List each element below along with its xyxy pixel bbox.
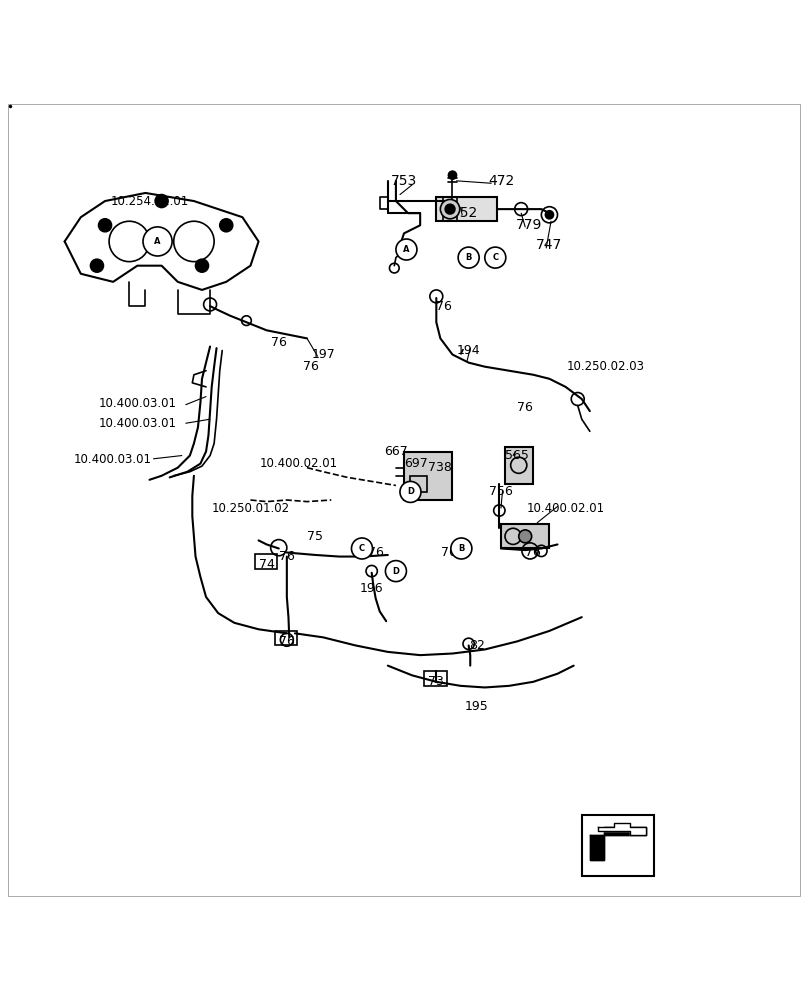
Text: 76: 76: [368, 546, 384, 559]
Text: 752: 752: [452, 206, 478, 220]
Text: C: C: [492, 253, 499, 262]
Circle shape: [519, 530, 532, 543]
Text: 779: 779: [516, 218, 542, 232]
Text: 76: 76: [303, 360, 319, 373]
Circle shape: [485, 247, 506, 268]
Text: 10.400.02.01: 10.400.02.01: [260, 457, 338, 470]
Text: 697: 697: [404, 457, 428, 470]
Text: 565: 565: [505, 449, 529, 462]
Text: 197: 197: [311, 348, 335, 361]
Text: 10.254.01.01: 10.254.01.01: [111, 195, 188, 208]
Text: B: B: [458, 544, 465, 553]
Text: 10.400.02.01: 10.400.02.01: [527, 502, 604, 515]
Circle shape: [220, 219, 233, 232]
Bar: [501, 524, 549, 548]
Circle shape: [458, 247, 479, 268]
Text: 76: 76: [271, 336, 287, 349]
Text: 82: 82: [469, 639, 485, 652]
Text: 196: 196: [360, 582, 384, 595]
Text: 76: 76: [440, 546, 457, 559]
Text: C: C: [359, 544, 365, 553]
Text: 76: 76: [279, 635, 295, 648]
Polygon shape: [590, 827, 646, 860]
Bar: [505, 447, 533, 484]
Text: 667: 667: [384, 445, 408, 458]
Bar: [582, 815, 654, 876]
Text: 73: 73: [428, 675, 444, 688]
Circle shape: [440, 199, 460, 219]
Circle shape: [155, 195, 168, 208]
Circle shape: [385, 561, 406, 582]
Bar: [424, 671, 447, 686]
Text: 756: 756: [489, 485, 513, 498]
Text: 74: 74: [259, 558, 275, 571]
Text: 747: 747: [537, 238, 562, 252]
Text: A: A: [403, 245, 410, 254]
Text: A: A: [154, 237, 161, 246]
Text: D: D: [393, 567, 399, 576]
Text: 472: 472: [488, 174, 514, 188]
Circle shape: [545, 211, 553, 219]
Text: 76: 76: [517, 401, 533, 414]
Text: 194: 194: [457, 344, 481, 357]
Text: 76: 76: [525, 546, 541, 559]
Circle shape: [451, 538, 472, 559]
Text: 75: 75: [307, 530, 323, 543]
Circle shape: [400, 481, 421, 502]
Circle shape: [196, 259, 208, 272]
Circle shape: [143, 227, 172, 256]
Text: 10.400.03.01: 10.400.03.01: [99, 417, 176, 430]
Bar: [404, 452, 452, 500]
Text: D: D: [407, 487, 414, 496]
Circle shape: [99, 219, 112, 232]
Bar: [255, 554, 277, 569]
Text: 76: 76: [436, 300, 452, 313]
Circle shape: [445, 204, 455, 214]
Bar: [410, 476, 427, 492]
Text: B: B: [465, 253, 472, 262]
Bar: [275, 631, 297, 645]
Text: 76: 76: [279, 550, 295, 563]
Text: 10.250.01.02: 10.250.01.02: [212, 502, 289, 515]
Circle shape: [396, 239, 417, 260]
Text: 10.400.03.01: 10.400.03.01: [99, 397, 176, 410]
Bar: [436, 197, 497, 221]
Circle shape: [351, 538, 372, 559]
Circle shape: [448, 171, 457, 179]
Circle shape: [90, 259, 103, 272]
Text: 10.400.03.01: 10.400.03.01: [74, 453, 152, 466]
Polygon shape: [598, 823, 646, 835]
Bar: [443, 197, 457, 221]
Text: 738: 738: [428, 461, 452, 474]
Text: 10.250.02.03: 10.250.02.03: [567, 360, 645, 373]
Text: 195: 195: [465, 700, 489, 713]
Text: 753: 753: [391, 174, 417, 188]
